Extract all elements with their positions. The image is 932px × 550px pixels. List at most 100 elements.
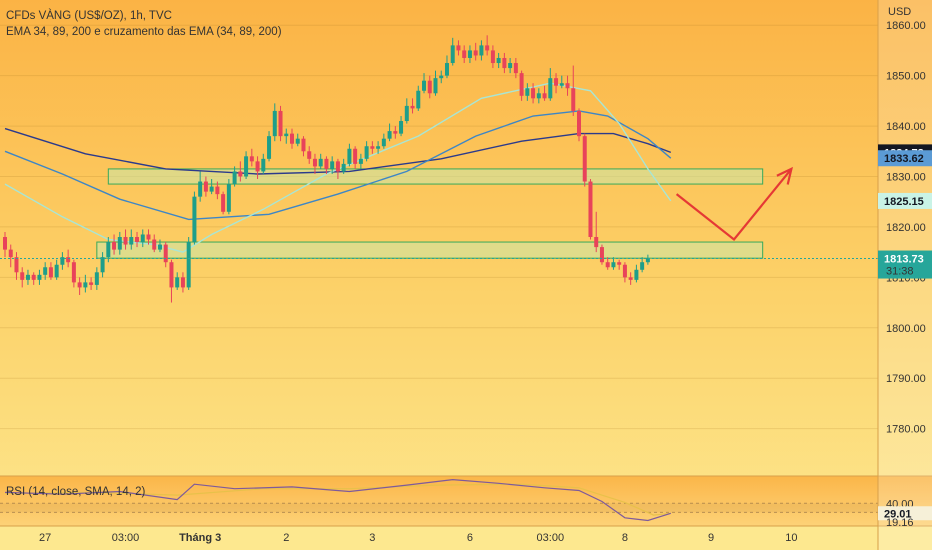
candle[interactable] (341, 163, 346, 172)
candle[interactable] (571, 88, 576, 111)
candle[interactable] (634, 269, 639, 280)
candle[interactable] (249, 156, 254, 162)
candle[interactable] (519, 73, 524, 96)
candle[interactable] (376, 146, 381, 149)
candle[interactable] (450, 45, 455, 64)
candle[interactable] (232, 171, 237, 185)
candle[interactable] (456, 45, 461, 51)
rsi-value-tag[interactable] (878, 506, 932, 521)
candle[interactable] (473, 50, 478, 56)
candle[interactable] (393, 131, 398, 134)
candle[interactable] (163, 244, 168, 263)
candle[interactable] (14, 257, 19, 273)
candle[interactable] (77, 282, 82, 288)
candle[interactable] (404, 105, 409, 122)
candle[interactable] (335, 161, 340, 172)
candle[interactable] (186, 242, 191, 288)
candle[interactable] (358, 158, 363, 164)
candle[interactable] (43, 267, 48, 275)
candle[interactable] (381, 138, 386, 147)
candle[interactable] (645, 258, 650, 263)
candle[interactable] (513, 63, 518, 74)
candle[interactable] (508, 63, 513, 69)
candle[interactable] (628, 277, 633, 280)
candle[interactable] (387, 131, 392, 139)
candle[interactable] (238, 171, 243, 177)
candle[interactable] (588, 181, 593, 237)
candle[interactable] (399, 121, 404, 134)
candle[interactable] (123, 237, 128, 245)
candles-layer[interactable] (0, 35, 878, 303)
candle[interactable] (548, 78, 553, 99)
candle[interactable] (112, 242, 117, 250)
candle[interactable] (525, 88, 530, 96)
candle[interactable] (617, 262, 622, 265)
candle[interactable] (370, 146, 375, 149)
candle[interactable] (307, 151, 312, 159)
candle[interactable] (221, 194, 226, 212)
candle[interactable] (60, 257, 65, 265)
candle[interactable] (301, 138, 306, 152)
candle[interactable] (284, 133, 289, 137)
candle[interactable] (94, 272, 99, 285)
candle[interactable] (215, 186, 220, 195)
candle[interactable] (31, 274, 36, 280)
candle[interactable] (554, 78, 559, 86)
candle[interactable] (582, 136, 587, 182)
candle[interactable] (261, 158, 266, 172)
candle[interactable] (444, 63, 449, 76)
candle[interactable] (347, 148, 352, 164)
candle[interactable] (169, 262, 174, 288)
price-tag[interactable] (878, 192, 932, 209)
candle[interactable] (100, 257, 105, 273)
candle[interactable] (106, 242, 111, 258)
candle[interactable] (20, 272, 25, 280)
time-axis[interactable]: 27 03:00 Tháng 3 2 3 6 03:00 8 9 10 (39, 532, 797, 544)
candle[interactable] (25, 274, 30, 280)
candle[interactable] (180, 277, 185, 288)
candle[interactable] (129, 237, 134, 245)
candle[interactable] (353, 148, 358, 164)
candle[interactable] (467, 50, 472, 58)
candle[interactable] (599, 247, 604, 263)
candle[interactable] (117, 237, 122, 250)
candle[interactable] (89, 282, 94, 285)
candle[interactable] (54, 264, 59, 278)
candle[interactable] (157, 244, 162, 250)
candle[interactable] (278, 110, 283, 137)
candle[interactable] (318, 158, 323, 167)
candle[interactable] (364, 146, 369, 159)
candle[interactable] (226, 184, 231, 212)
candle[interactable] (330, 161, 335, 169)
candle[interactable] (140, 234, 145, 243)
candle[interactable] (8, 249, 13, 258)
candle[interactable] (209, 186, 214, 192)
candle[interactable] (542, 93, 547, 99)
candle[interactable] (71, 262, 76, 283)
candle[interactable] (427, 80, 432, 94)
candle[interactable] (531, 88, 536, 99)
candle[interactable] (272, 110, 277, 137)
candle[interactable] (146, 234, 151, 240)
candle[interactable] (135, 237, 140, 243)
candle[interactable] (66, 257, 71, 263)
candle[interactable] (324, 158, 329, 169)
candle[interactable] (48, 267, 53, 278)
candle[interactable] (433, 78, 438, 94)
candle[interactable] (410, 105, 415, 109)
candle[interactable] (479, 45, 484, 56)
candle[interactable] (175, 277, 180, 288)
candle[interactable] (439, 75, 444, 79)
candle[interactable] (312, 158, 317, 167)
candle[interactable] (577, 110, 581, 137)
candle[interactable] (422, 80, 427, 91)
candle[interactable] (255, 161, 260, 172)
candle[interactable] (244, 156, 249, 177)
candle[interactable] (496, 57, 501, 64)
candle[interactable] (3, 237, 7, 250)
candle[interactable] (37, 274, 42, 280)
candle[interactable] (295, 138, 300, 144)
candle[interactable] (198, 181, 203, 197)
